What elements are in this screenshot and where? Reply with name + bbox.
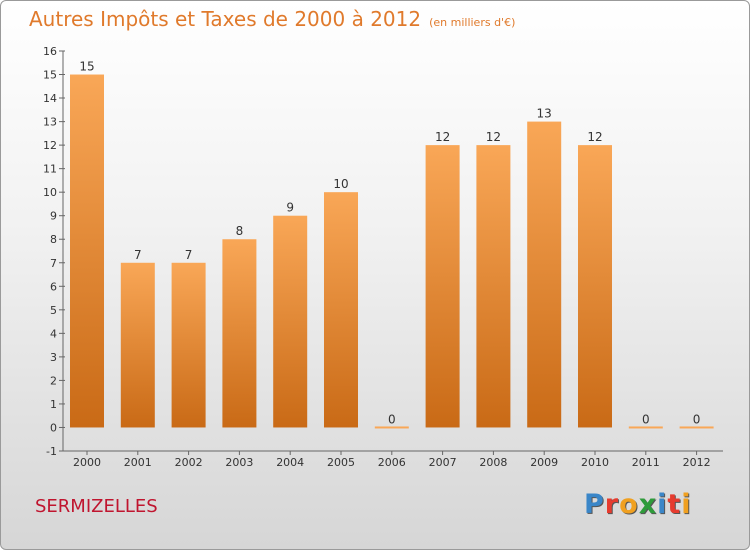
y-tick-label: 14 (43, 92, 57, 105)
value-label-2003: 8 (236, 224, 244, 238)
x-tick-label-2003: 2003 (225, 456, 253, 469)
y-tick-label: 1 (50, 398, 57, 411)
logo-letter: i (657, 489, 668, 520)
chart-labels: 15 2000 7 2001 7 2002 8 2003 9 2004 10 2005 0 2006 12 2… (73, 60, 711, 469)
y-tick-label: 15 (43, 69, 57, 82)
y-tick-label: 16 (43, 45, 57, 58)
chart-title: Autres Impôts et Taxes de 2000 à 2012 (en… (29, 7, 515, 31)
value-label-2007: 12 (435, 130, 450, 144)
x-tick-label-2011: 2011 (632, 456, 660, 469)
y-tick-label: 2 (50, 374, 57, 387)
y-tick-label: -1 (46, 445, 57, 458)
y-tick-label: 4 (50, 327, 57, 340)
bar-2011 (628, 426, 663, 429)
bar-2010 (578, 145, 612, 428)
value-label-2001: 7 (134, 248, 142, 262)
bar-2004 (273, 215, 308, 428)
y-tick-label: 9 (50, 210, 57, 223)
bar-2007 (425, 145, 460, 428)
x-tick-label-2007: 2007 (429, 456, 457, 469)
bar-2009 (527, 121, 562, 428)
logo-letter: x (638, 489, 658, 520)
logo-letter: P (584, 489, 605, 520)
value-label-2011: 0 (642, 412, 650, 426)
chart-subtitle: (en milliers d'€) (429, 16, 516, 29)
x-tick-label-2012: 2012 (683, 456, 711, 469)
x-tick-label-2001: 2001 (124, 456, 152, 469)
logo-letter: r (604, 489, 620, 520)
commune-name: SERMIZELLES (35, 496, 158, 517)
bar-2001 (120, 262, 155, 428)
value-label-2012: 0 (693, 412, 701, 426)
bar-2008 (476, 145, 511, 428)
x-tick-label-2004: 2004 (276, 456, 304, 469)
bar-2002 (171, 262, 206, 428)
logo-letter: t (667, 489, 682, 520)
value-label-2000: 15 (79, 60, 94, 74)
value-label-2005: 10 (333, 177, 348, 191)
x-tick-label-2008: 2008 (479, 456, 507, 469)
bar-2003 (222, 239, 257, 428)
bar-2012 (679, 426, 714, 429)
value-label-2010: 12 (587, 130, 602, 144)
x-tick-label-2002: 2002 (175, 456, 203, 469)
y-tick-label: 0 (50, 421, 57, 434)
bar-2006 (374, 426, 409, 429)
y-tick-label: 6 (50, 280, 57, 293)
x-tick-label-2000: 2000 (73, 456, 101, 469)
y-tick-label: 5 (50, 304, 57, 317)
logo-letter: i (681, 489, 692, 520)
value-label-2006: 0 (388, 412, 396, 426)
y-tick-label: 3 (50, 351, 57, 364)
value-label-2004: 9 (286, 201, 294, 215)
y-tick-label: 8 (50, 233, 57, 246)
x-tick-label-2005: 2005 (327, 456, 355, 469)
bar-2005 (324, 192, 358, 428)
x-tick-label-2010: 2010 (581, 456, 609, 469)
chart-title-text: Autres Impôts et Taxes de 2000 à 2012 (29, 7, 422, 31)
x-tick-label-2006: 2006 (378, 456, 406, 469)
y-tick-label: 13 (43, 116, 57, 129)
chart-bars (70, 74, 714, 429)
y-tick-label: 12 (43, 139, 57, 152)
x-tick-label-2009: 2009 (530, 456, 558, 469)
proxiti-logo: Proxiti (584, 489, 692, 520)
value-label-2002: 7 (185, 248, 193, 262)
y-tick-label: 11 (43, 163, 57, 176)
logo-letter: o (619, 489, 639, 520)
value-label-2008: 12 (486, 130, 501, 144)
y-tick-label: 7 (50, 257, 57, 270)
y-tick-label: 10 (43, 186, 57, 199)
value-label-2009: 13 (537, 107, 552, 121)
bar-2000 (70, 74, 104, 428)
